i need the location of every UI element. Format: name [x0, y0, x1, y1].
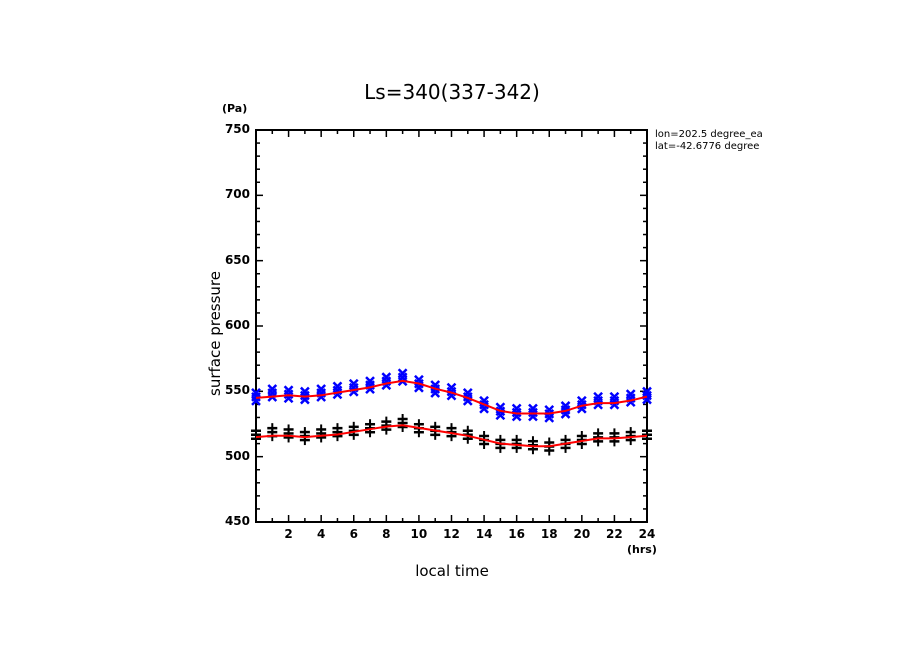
data-point	[316, 384, 327, 402]
location-annotation: lon=202.5 degree_ea lat=-42.6776 degree	[655, 129, 779, 153]
x-axis-label: local time	[415, 562, 489, 580]
data-point	[642, 425, 652, 444]
data-point	[332, 423, 343, 442]
data-point	[397, 368, 408, 387]
y-tick-label: 450	[224, 514, 250, 528]
x-tick-label: 8	[382, 527, 391, 541]
plot-frame	[255, 129, 648, 523]
data-point	[251, 425, 261, 444]
data-point	[397, 414, 408, 432]
series-lower-fit	[255, 424, 648, 448]
y-axis-unit: (Pa)	[222, 102, 248, 115]
x-tick-label: 6	[349, 527, 358, 541]
data-point	[381, 372, 392, 391]
x-tick-label: 20	[573, 527, 591, 541]
x-axis-unit: (hrs)	[627, 543, 657, 556]
axes-frame	[255, 129, 648, 523]
x-tick-label: 14	[475, 527, 493, 541]
x-tick-label: 12	[443, 527, 460, 541]
series-lower-points	[251, 414, 652, 456]
data-point	[381, 416, 392, 435]
data-point	[625, 389, 636, 408]
y-tick-label: 500	[224, 448, 250, 463]
data-point	[283, 424, 294, 443]
longitude-annotation: lon=202.5 degree_ea	[655, 129, 763, 140]
latitude-annotation: lat=-42.6776 degree	[655, 141, 760, 152]
fit-line	[255, 424, 648, 448]
data-point	[609, 391, 620, 410]
series-layer	[251, 368, 652, 456]
x-marker-stroke	[495, 410, 506, 421]
x-tick-label: 10	[410, 527, 428, 541]
y-tick-label: 550	[224, 383, 250, 398]
data-point	[593, 428, 604, 447]
x-marker-stroke	[642, 394, 652, 405]
x-tick-label: 2	[284, 527, 293, 541]
data-point	[348, 378, 359, 397]
data-point	[316, 424, 327, 443]
data-point	[446, 382, 457, 401]
data-point	[414, 374, 424, 393]
y-tick-label: 750	[224, 122, 250, 136]
y-tick-label: 600	[224, 318, 250, 332]
data-point	[267, 423, 278, 442]
data-point	[332, 381, 343, 400]
data-point	[365, 376, 375, 394]
x-tick-label: 18	[540, 527, 558, 541]
x-marker-stroke	[560, 409, 571, 419]
y-tick-label: 650	[224, 252, 250, 267]
chart-title: Ls=340(337-342)	[364, 80, 540, 104]
x-tick-label: 22	[606, 527, 623, 541]
x-tick-label: 16	[508, 527, 525, 541]
x-marker-stroke	[544, 412, 555, 423]
data-point	[283, 385, 294, 404]
fit-line	[255, 379, 648, 415]
data-point	[593, 391, 604, 410]
data-point	[479, 395, 489, 414]
x-tick-label: 24	[638, 527, 656, 541]
data-point	[267, 384, 278, 402]
data-point	[642, 386, 652, 405]
x-tick-label: 4	[316, 527, 326, 541]
y-tick-label: 700	[224, 187, 250, 202]
y-axis-label: surface pressure	[206, 271, 224, 396]
series-upper-fit	[255, 379, 648, 415]
